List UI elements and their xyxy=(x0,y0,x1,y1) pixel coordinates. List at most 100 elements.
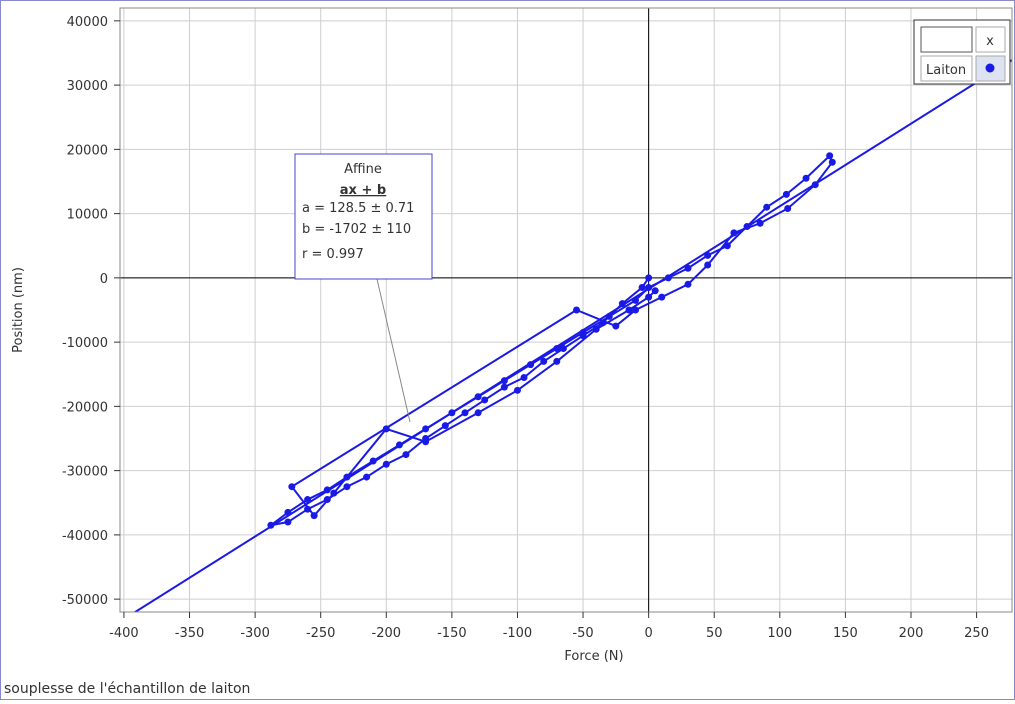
data-point xyxy=(612,322,620,330)
x-tick-label: -350 xyxy=(175,626,205,641)
data-point xyxy=(828,158,836,166)
data-point xyxy=(605,312,613,320)
data-point xyxy=(540,357,548,365)
x-tick-label: 250 xyxy=(964,626,989,641)
data-point xyxy=(343,483,351,491)
y-tick-label: -10000 xyxy=(62,336,108,351)
x-tick-label: 100 xyxy=(767,626,792,641)
data-point xyxy=(500,377,508,385)
data-point xyxy=(704,251,712,259)
legend-entry[interactable] xyxy=(920,55,973,82)
x-tick-label: -100 xyxy=(503,626,533,641)
data-point xyxy=(267,521,275,529)
data-point xyxy=(422,438,430,446)
fit-line: a = 128.5 ± 0.71 xyxy=(302,201,414,216)
x-tick-label: 150 xyxy=(833,626,858,641)
fit-title: Affine xyxy=(344,162,382,177)
data-point xyxy=(592,325,600,333)
data-point xyxy=(618,300,626,308)
data-point xyxy=(382,425,390,433)
data-point xyxy=(756,219,764,227)
data-point xyxy=(553,345,561,353)
legend-marker xyxy=(985,63,995,73)
legend-header-text: x xyxy=(986,34,994,49)
legend-label: Laiton xyxy=(926,63,966,78)
data-point xyxy=(782,190,790,198)
data-point xyxy=(730,229,738,237)
annotation-pointer xyxy=(376,278,411,423)
data-point xyxy=(402,451,410,459)
data-point xyxy=(284,508,292,516)
data-point xyxy=(382,460,390,468)
data-point xyxy=(645,284,653,292)
data-point xyxy=(474,393,482,401)
data-point xyxy=(422,425,430,433)
data-point xyxy=(527,361,535,369)
data-point xyxy=(645,274,653,282)
y-tick-label: -50000 xyxy=(62,593,108,608)
data-point xyxy=(559,345,567,353)
data-point xyxy=(645,293,653,301)
data-point xyxy=(763,203,771,211)
data-point xyxy=(500,383,508,391)
x-tick-label: -150 xyxy=(437,626,467,641)
data-point xyxy=(481,396,489,404)
y-tick-label: 10000 xyxy=(67,208,108,223)
data-point xyxy=(651,287,659,295)
x-tick-label: 0 xyxy=(645,626,653,641)
axes: -400 -350 -300 -250 -200 -150 -100 -50 0 50 100 150… xyxy=(62,15,989,641)
caption: souplesse de l'échantillon de laiton xyxy=(4,681,250,697)
y-axis-label: Position (nm) xyxy=(11,267,26,353)
data-point xyxy=(448,409,456,417)
data-point xyxy=(572,306,580,314)
data-point xyxy=(704,261,712,269)
data-point xyxy=(520,373,528,381)
data-point xyxy=(632,296,640,304)
y-tick-label: -20000 xyxy=(62,400,108,415)
data-point xyxy=(310,512,318,520)
data-point xyxy=(513,386,521,394)
data-point xyxy=(441,422,449,430)
data-point xyxy=(802,174,810,182)
data-point xyxy=(579,328,587,336)
x-tick-label: 50 xyxy=(706,626,723,641)
data-point xyxy=(323,496,331,504)
x-tick-label: -200 xyxy=(372,626,402,641)
legend-header-cell xyxy=(920,26,973,53)
data-point xyxy=(811,181,819,189)
data-point xyxy=(632,306,640,314)
data-point xyxy=(684,264,692,272)
data-point xyxy=(638,284,646,292)
y-tick-label: 30000 xyxy=(67,79,108,94)
x-tick-label: -400 xyxy=(109,626,139,641)
plot xyxy=(120,8,1012,612)
data-point xyxy=(288,483,296,491)
fit-line: r = 0.997 xyxy=(302,247,364,262)
y-tick-label: 40000 xyxy=(67,15,108,30)
data-point xyxy=(743,222,751,230)
data-point xyxy=(474,409,482,417)
data-point xyxy=(330,489,338,497)
y-tick-label: 20000 xyxy=(67,143,108,158)
legend-header[interactable] xyxy=(975,26,1006,53)
data-point xyxy=(553,357,561,365)
data-point xyxy=(723,242,731,250)
data-point xyxy=(363,473,371,481)
data-point xyxy=(395,441,403,449)
y-tick-label: 0 xyxy=(100,272,108,287)
x-tick-label: -250 xyxy=(306,626,336,641)
y-tick-label: -30000 xyxy=(62,465,108,480)
x-axis-label: Force (N) xyxy=(564,649,623,664)
data-point xyxy=(304,505,312,513)
data-point xyxy=(625,306,633,314)
data-point xyxy=(461,409,469,417)
y-tick-label: -40000 xyxy=(62,529,108,544)
x-tick-label: 200 xyxy=(899,626,924,641)
data-point xyxy=(369,457,377,465)
plot-border xyxy=(119,7,1013,613)
plot-background xyxy=(120,8,1012,612)
data-point xyxy=(664,274,672,282)
data-point xyxy=(599,319,607,327)
data-point xyxy=(284,518,292,526)
